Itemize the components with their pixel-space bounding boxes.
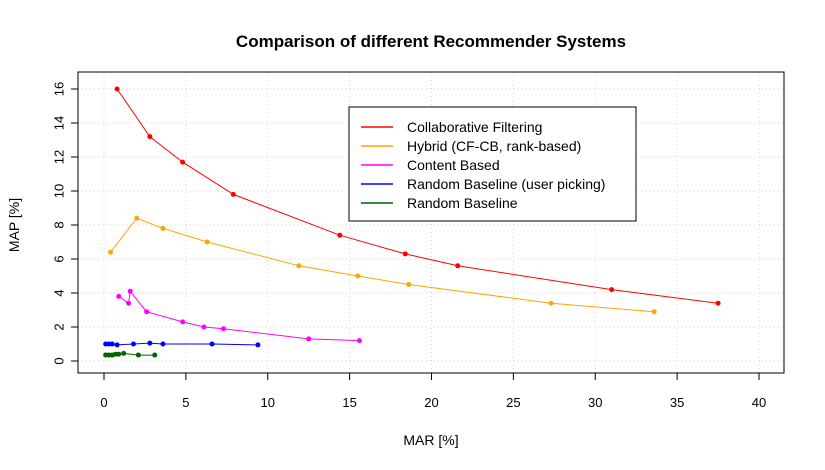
data-point (255, 342, 261, 348)
data-point (116, 293, 122, 299)
data-point (356, 338, 362, 344)
legend-label: Random Baseline (user picking) (407, 176, 605, 192)
data-point (201, 324, 207, 330)
data-point (160, 225, 166, 231)
data-point (402, 251, 408, 257)
data-point (180, 159, 186, 165)
data-point (230, 191, 236, 197)
series-2 (116, 288, 362, 344)
series-layer (103, 86, 721, 358)
data-point (144, 309, 150, 315)
data-point (114, 342, 120, 348)
y-tick-label: 4 (51, 289, 66, 296)
data-point (609, 287, 615, 293)
x-tick-label: 10 (261, 395, 275, 410)
x-axis: 0 5 10 15 20 25 30 35 40 (100, 372, 766, 410)
y-axis-label: MAP [%] (6, 198, 22, 252)
data-point (548, 300, 554, 306)
x-axis-label: MAR [%] (403, 432, 458, 448)
series-line (105, 342, 258, 346)
legend-label: Content Based (407, 157, 500, 173)
y-axis: 0 2 4 6 8 10 12 14 16 (51, 82, 79, 365)
x-tick-label: 25 (506, 395, 520, 410)
x-tick-label: 35 (670, 395, 684, 410)
data-point (455, 263, 461, 269)
x-tick-label: 20 (424, 395, 438, 410)
y-tick-label: 6 (51, 255, 66, 262)
series-0 (114, 86, 721, 306)
series-4 (103, 350, 158, 358)
y-tick-label: 16 (51, 82, 66, 96)
data-point (204, 239, 210, 245)
x-tick-label: 30 (588, 395, 602, 410)
x-tick-label: 40 (752, 395, 766, 410)
data-point (160, 341, 166, 347)
legend-label: Random Baseline (407, 195, 518, 211)
data-point (127, 288, 133, 294)
data-point (221, 326, 227, 332)
legend-box (348, 106, 637, 222)
x-tick-label: 5 (182, 395, 189, 410)
legend: Collaborative Filtering Hybrid (CF-CB, ra… (348, 106, 637, 222)
y-tick-label: 12 (51, 150, 66, 164)
data-point (406, 282, 412, 287)
data-point (108, 249, 114, 255)
data-point (337, 232, 343, 238)
data-point (147, 340, 153, 346)
data-point (130, 341, 136, 347)
data-point (135, 352, 141, 358)
chart-title: Comparison of different Recommender Syst… (236, 32, 626, 51)
y-tick-label: 14 (51, 116, 66, 130)
series-3 (103, 340, 261, 348)
legend-label: Collaborative Filtering (407, 119, 542, 135)
data-point (126, 300, 132, 306)
series-line (118, 290, 360, 342)
data-point (715, 300, 721, 306)
series-line (110, 217, 655, 313)
legend-label: Hybrid (CF-CB, rank-based) (407, 138, 581, 154)
data-point (152, 352, 158, 358)
y-tick-label: 0 (51, 357, 66, 364)
y-tick-label: 8 (51, 221, 66, 228)
data-point (209, 341, 215, 347)
data-point (134, 215, 140, 221)
data-point (121, 350, 127, 356)
data-point (355, 273, 361, 279)
data-point (180, 319, 186, 325)
y-tick-label: 2 (51, 323, 66, 330)
data-point (651, 309, 657, 315)
data-point (296, 263, 302, 269)
series-1 (108, 215, 657, 315)
x-tick-label: 0 (100, 395, 107, 410)
data-point (306, 336, 312, 342)
data-point (114, 86, 120, 92)
y-tick-label: 10 (51, 184, 66, 198)
data-point (109, 341, 115, 347)
data-point (116, 351, 122, 357)
data-point (147, 134, 153, 140)
x-tick-label: 15 (342, 395, 356, 410)
